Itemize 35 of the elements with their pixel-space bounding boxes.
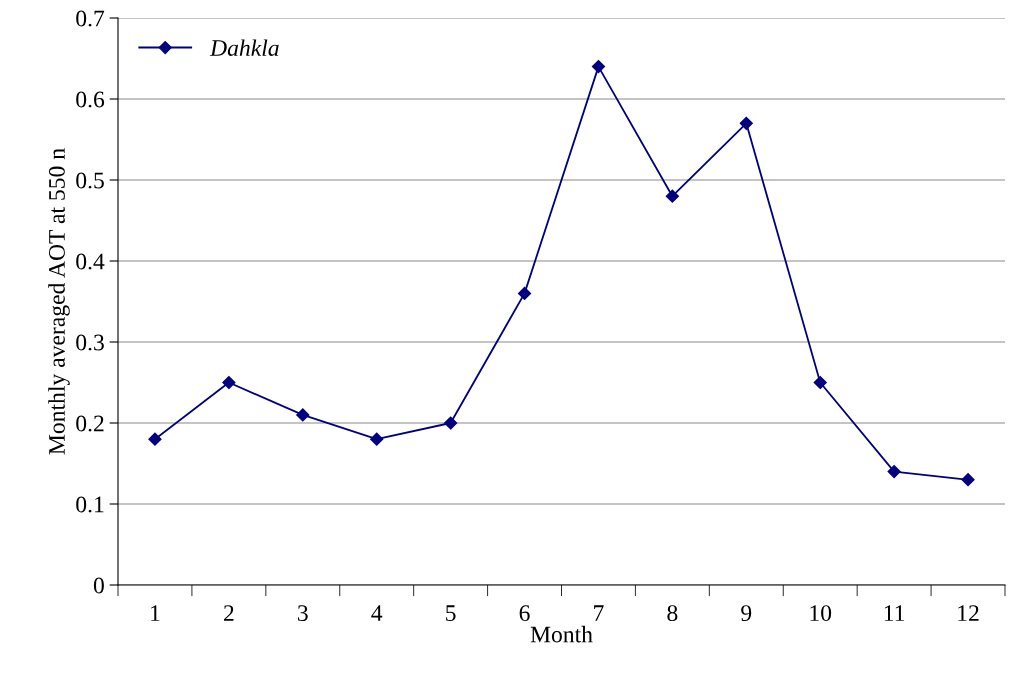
point (296, 408, 310, 422)
x-tick-label: 4 (371, 605, 383, 621)
point (517, 286, 532, 300)
y-tick-label: 0.6 (76, 91, 105, 108)
x-tick-label: 6 (519, 605, 530, 622)
point (665, 189, 679, 203)
point (739, 116, 753, 130)
x-tick-label: 10 (810, 605, 832, 622)
x-tick-label: 5 (446, 605, 456, 622)
legend-label: Dahkla (209, 39, 279, 57)
point (961, 473, 975, 487)
x-tick-label: 1 (151, 605, 160, 621)
x-tick-label: 2 (224, 605, 234, 621)
y-tick-label: 0.4 (76, 253, 105, 270)
y-tick-label: 0 (93, 577, 104, 594)
y-tick-label: 0.5 (76, 172, 104, 189)
y-tick-label: 0.1 (76, 496, 104, 513)
x-tick-label: 3 (298, 605, 308, 622)
point (813, 375, 827, 390)
point (887, 465, 901, 479)
x-tick-label: 7 (594, 605, 604, 621)
y-tick-label: 0.2 (76, 415, 104, 432)
x-tick-label: 12 (958, 605, 979, 621)
y-tick-label: 0.7 (76, 10, 105, 27)
point (444, 416, 458, 430)
point (148, 432, 162, 446)
x-axis-title: Month (530, 625, 593, 643)
point (370, 432, 384, 446)
y-tick-label: 0.3 (76, 334, 104, 351)
x-tick-label: 11 (884, 605, 905, 621)
x-tick-label: 8 (667, 605, 678, 622)
x-tick-label: 9 (741, 605, 752, 622)
y-axis-title: Monthly averaged AOT at 550 n (48, 148, 70, 455)
point (591, 60, 606, 74)
point (222, 375, 236, 390)
